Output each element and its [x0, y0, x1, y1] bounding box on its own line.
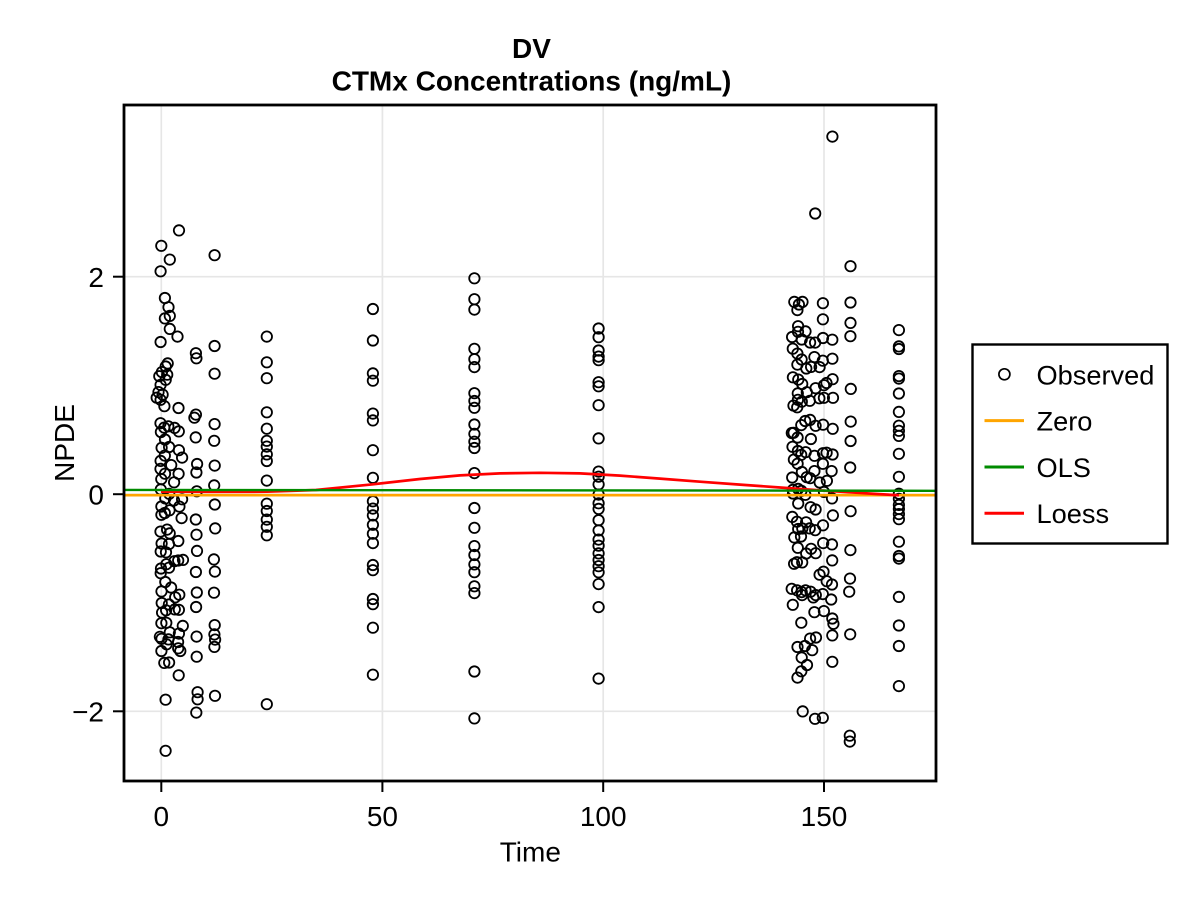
svg-text:Observed: Observed: [1037, 359, 1155, 390]
svg-text:NPDE: NPDE: [49, 404, 80, 482]
svg-text:100: 100: [580, 801, 627, 832]
svg-text:Time: Time: [500, 837, 561, 868]
svg-text:DV: DV: [512, 33, 551, 64]
svg-text:−2: −2: [72, 697, 104, 728]
svg-text:CTMx Concentrations (ng/mL): CTMx Concentrations (ng/mL): [332, 66, 732, 97]
svg-text:0: 0: [88, 479, 104, 510]
svg-text:150: 150: [801, 801, 848, 832]
svg-text:50: 50: [367, 801, 398, 832]
svg-text:Loess: Loess: [1037, 498, 1110, 529]
svg-text:Zero: Zero: [1037, 406, 1093, 437]
svg-text:0: 0: [154, 801, 170, 832]
svg-text:2: 2: [88, 262, 104, 293]
svg-text:OLS: OLS: [1037, 452, 1091, 483]
